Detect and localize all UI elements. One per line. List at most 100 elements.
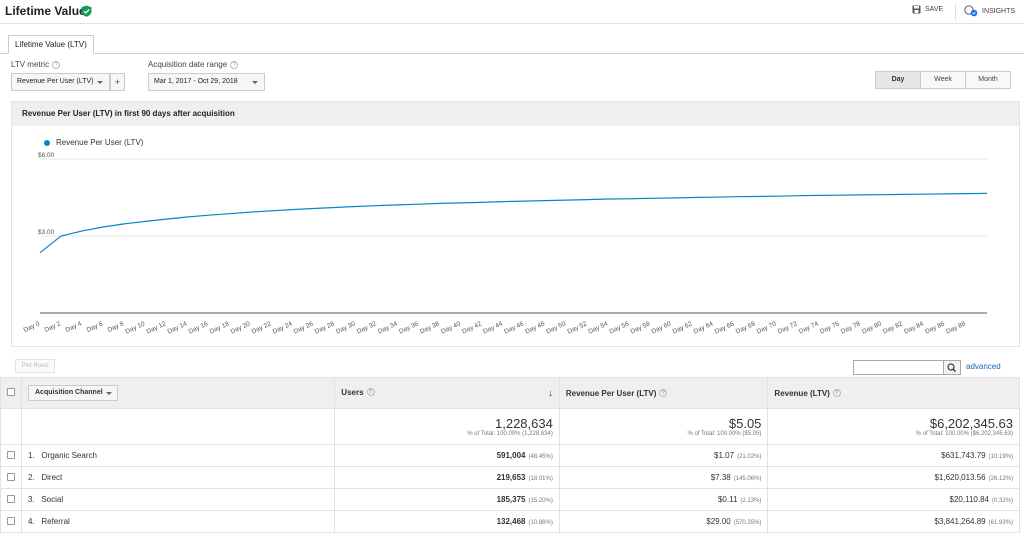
help-icon[interactable]: ?	[366, 388, 375, 397]
x-tick-label: Day 88	[945, 320, 967, 335]
help-icon[interactable]: ?	[52, 60, 61, 69]
channel-cell: 1. Organic Search	[20, 444, 336, 467]
revenue-value: $20,110.84	[949, 495, 989, 504]
row-checkbox[interactable]	[7, 494, 15, 503]
channel-link[interactable]: Organic Search	[41, 451, 97, 460]
x-tick-label: Day 40	[440, 320, 462, 335]
x-tick-label: Day 62	[672, 320, 694, 335]
users-cell: 219,653 (18.01%)	[334, 466, 560, 489]
y-tick-label: $6.00	[38, 152, 55, 159]
granularity-month-button[interactable]: Month	[965, 72, 1010, 88]
x-tick-label: Day 10	[124, 320, 146, 335]
x-tick-label: Day 22	[251, 320, 273, 335]
channel-link[interactable]: Social	[41, 495, 64, 504]
users-value: 591,004	[496, 451, 526, 460]
x-tick-label: Day 68	[735, 320, 757, 335]
sort-arrow-icon[interactable]: ↓	[547, 387, 553, 399]
advanced-filter-link[interactable]: advanced	[966, 362, 1001, 371]
row-select-cell	[0, 488, 22, 511]
x-tick-label: Day 76	[819, 320, 841, 335]
date-range-label-text: Acquisition date range	[148, 60, 228, 69]
users-cell: 132,468 (10.86%)	[334, 510, 560, 533]
chart-panel: Revenue Per User (LTV) in first 90 days …	[11, 101, 1020, 347]
totals-revenue-cell: $6,202,345.63% of Total: 100.00% ($6,202…	[767, 408, 1020, 445]
rpu-header-label: Revenue Per User (LTV)	[565, 388, 657, 398]
row-index: 1.	[28, 451, 35, 460]
help-icon[interactable]: ?	[832, 389, 841, 398]
channel-link[interactable]: Direct	[41, 473, 63, 482]
x-tick-label: Day 66	[714, 320, 736, 335]
verified-shield-icon	[81, 5, 92, 17]
channel-cell: 3. Social	[20, 488, 336, 511]
dimension-dropdown[interactable]: Acquisition Channel	[28, 385, 118, 401]
save-button[interactable]: SAVE	[912, 5, 943, 14]
x-tick-label: Day 56	[608, 320, 630, 335]
row-select-cell	[0, 510, 22, 533]
toolbar-divider	[955, 4, 956, 20]
table-row: 1. Organic Search 591,004 (48.45%) $1.07(…	[0, 444, 1020, 467]
insights-button[interactable]: INSIGHTS	[964, 5, 1015, 17]
help-icon[interactable]: ?	[659, 389, 668, 398]
revenue-pct: (0.32%)	[991, 498, 1013, 504]
table-row: 2. Direct 219,653 (18.01%) $7.38 (145.06%)…	[0, 466, 1020, 489]
select-all-checkbox[interactable]	[7, 388, 15, 396]
granularity-week-button[interactable]: Week	[920, 72, 965, 88]
x-tick-label: Day 18	[209, 320, 231, 335]
revenue-value: $631,743.79	[941, 451, 986, 460]
granularity-toggle: Day Week Month	[875, 71, 1011, 89]
rpu-value: $1.07	[714, 451, 735, 460]
data-table: Acquisition Channel Users? ↓ Revenue Per …	[0, 377, 1020, 533]
totals-revenue: $6,202,345.63	[929, 416, 1013, 431]
column-header-rpu[interactable]: Revenue Per User (LTV)?	[558, 377, 769, 409]
x-tick-label: Day 34	[377, 320, 399, 335]
x-tick-label: Day 38	[419, 320, 441, 335]
revenue-cell: $20,110.84 (0.32%)	[767, 488, 1020, 511]
users-cell: 591,004 (48.45%)	[334, 444, 560, 467]
revenue-cell: $631,743.79 (10.19%)	[767, 444, 1020, 467]
x-tick-label: Day 20	[230, 320, 252, 335]
totals-users-sub: % of Total: 100.00% (1,228,634)	[467, 431, 553, 437]
rpu-cell: $1.07 (21.02%)	[558, 444, 769, 467]
x-tick-label: Day 4	[65, 320, 84, 334]
tab-bar: Lifetime Value (LTV)	[0, 30, 1024, 54]
table-search-button[interactable]	[944, 360, 961, 375]
totals-rpu-sub: % of Total: 100.00% ($5.05)	[687, 431, 762, 437]
x-tick-label: Day 54	[587, 320, 609, 335]
ltv-metric-dropdown[interactable]: Revenue Per User (LTV)	[11, 73, 110, 91]
x-tick-label: Day 30	[335, 320, 357, 335]
plot-rows-button[interactable]: Plot Rows	[15, 359, 55, 373]
date-range-value: Mar 1, 2017 - Oct 29, 2018	[154, 78, 238, 85]
column-header-users[interactable]: Users? ↓	[334, 377, 560, 409]
row-checkbox[interactable]	[7, 450, 15, 459]
x-tick-label: Day 52	[566, 320, 588, 335]
totals-row: 1,228,634% of Total: 100.00% (1,228,634)…	[0, 408, 1020, 445]
users-pct: (48.45%)	[528, 454, 553, 460]
column-header-revenue[interactable]: Revenue (LTV)?	[767, 377, 1020, 409]
row-checkbox[interactable]	[7, 472, 15, 481]
tab-lifetime-value[interactable]: Lifetime Value (LTV)	[8, 35, 94, 54]
revenue-pct: (61.93%)	[988, 520, 1013, 526]
x-tick-label: Day 8	[107, 320, 126, 334]
users-pct: (18.01%)	[528, 476, 553, 482]
table-search-input[interactable]	[853, 360, 944, 375]
x-tick-label: Day 82	[882, 320, 904, 335]
x-tick-label: Day 80	[861, 320, 883, 335]
rpu-value: $0.11	[717, 495, 738, 504]
rpu-pct: (145.06%)	[733, 476, 762, 482]
rpu-cell: $29.00 (570.35%)	[558, 510, 769, 533]
users-value: 132,468	[496, 517, 526, 526]
rpu-cell: $0.11 (2.13%)	[558, 488, 769, 511]
help-icon[interactable]: ?	[230, 60, 239, 69]
legend-label: Revenue Per User (LTV)	[56, 138, 144, 147]
date-range-dropdown[interactable]: Mar 1, 2017 - Oct 29, 2018	[148, 73, 265, 91]
x-tick-label: Day 0	[22, 320, 41, 334]
select-all-cell	[0, 377, 22, 409]
granularity-day-button[interactable]: Day	[876, 72, 920, 88]
series-line	[39, 192, 988, 254]
row-checkbox[interactable]	[7, 516, 15, 525]
chevron-down-icon	[97, 81, 103, 84]
channel-link[interactable]: Referral	[41, 517, 70, 526]
add-metric-button[interactable]: +	[110, 73, 125, 91]
chart-legend[interactable]: Revenue Per User (LTV)	[44, 138, 143, 147]
